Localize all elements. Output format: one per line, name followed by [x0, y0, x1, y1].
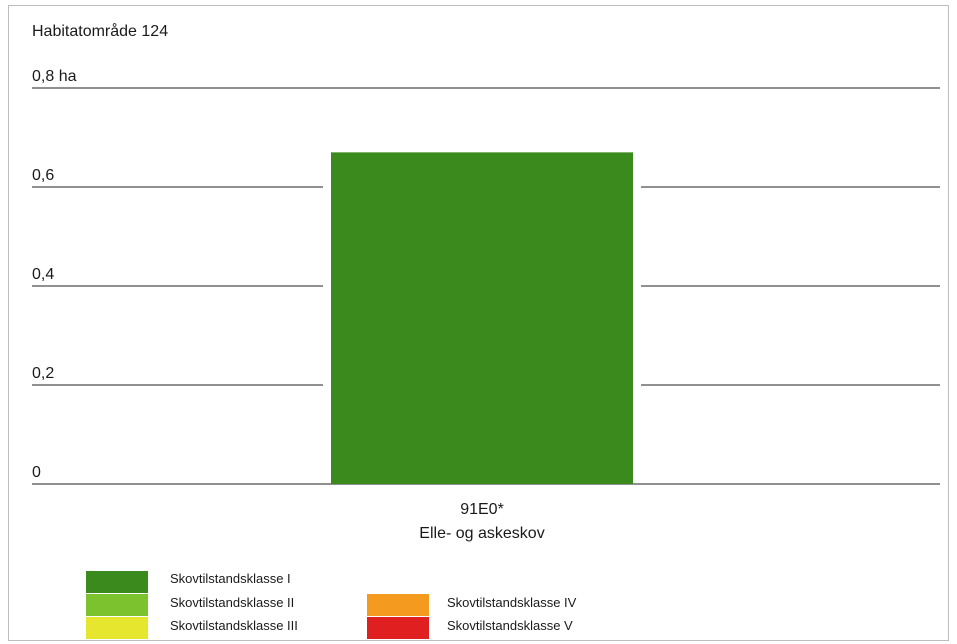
chart-title: Habitatområde 124 — [32, 22, 168, 40]
legend-swatch — [367, 594, 429, 616]
legend-swatch — [86, 594, 148, 616]
category-labels: 91E0* Elle- og askeskov — [419, 501, 544, 542]
category-name-label: Elle- og askeskov — [419, 525, 544, 542]
legend-label: Skovtilstandsklasse II — [170, 595, 294, 610]
legend-label: Skovtilstandsklasse IV — [447, 595, 577, 610]
y-tick-labels: 0 0,2 0,4 0,6 0,8 ha — [32, 68, 77, 481]
y-tick-label: 0,4 — [32, 266, 54, 283]
grid — [32, 87, 940, 485]
legend-label: Skovtilstandsklasse I — [170, 571, 291, 586]
bar — [331, 152, 633, 484]
bars — [331, 152, 633, 484]
y-tick-label: 0,8 ha — [32, 68, 77, 85]
legend-label: Skovtilstandsklasse III — [170, 618, 298, 633]
y-tick-label: 0,6 — [32, 167, 54, 184]
legend: Skovtilstandsklasse I Skovtilstandsklasse… — [86, 571, 577, 639]
y-tick-label: 0,2 — [32, 365, 54, 382]
y-tick-label: 0 — [32, 464, 41, 481]
legend-swatch — [86, 571, 148, 593]
legend-label: Skovtilstandsklasse V — [447, 618, 573, 633]
category-code-label: 91E0* — [460, 501, 504, 518]
legend-swatch — [367, 617, 429, 639]
legend-swatch — [86, 617, 148, 639]
